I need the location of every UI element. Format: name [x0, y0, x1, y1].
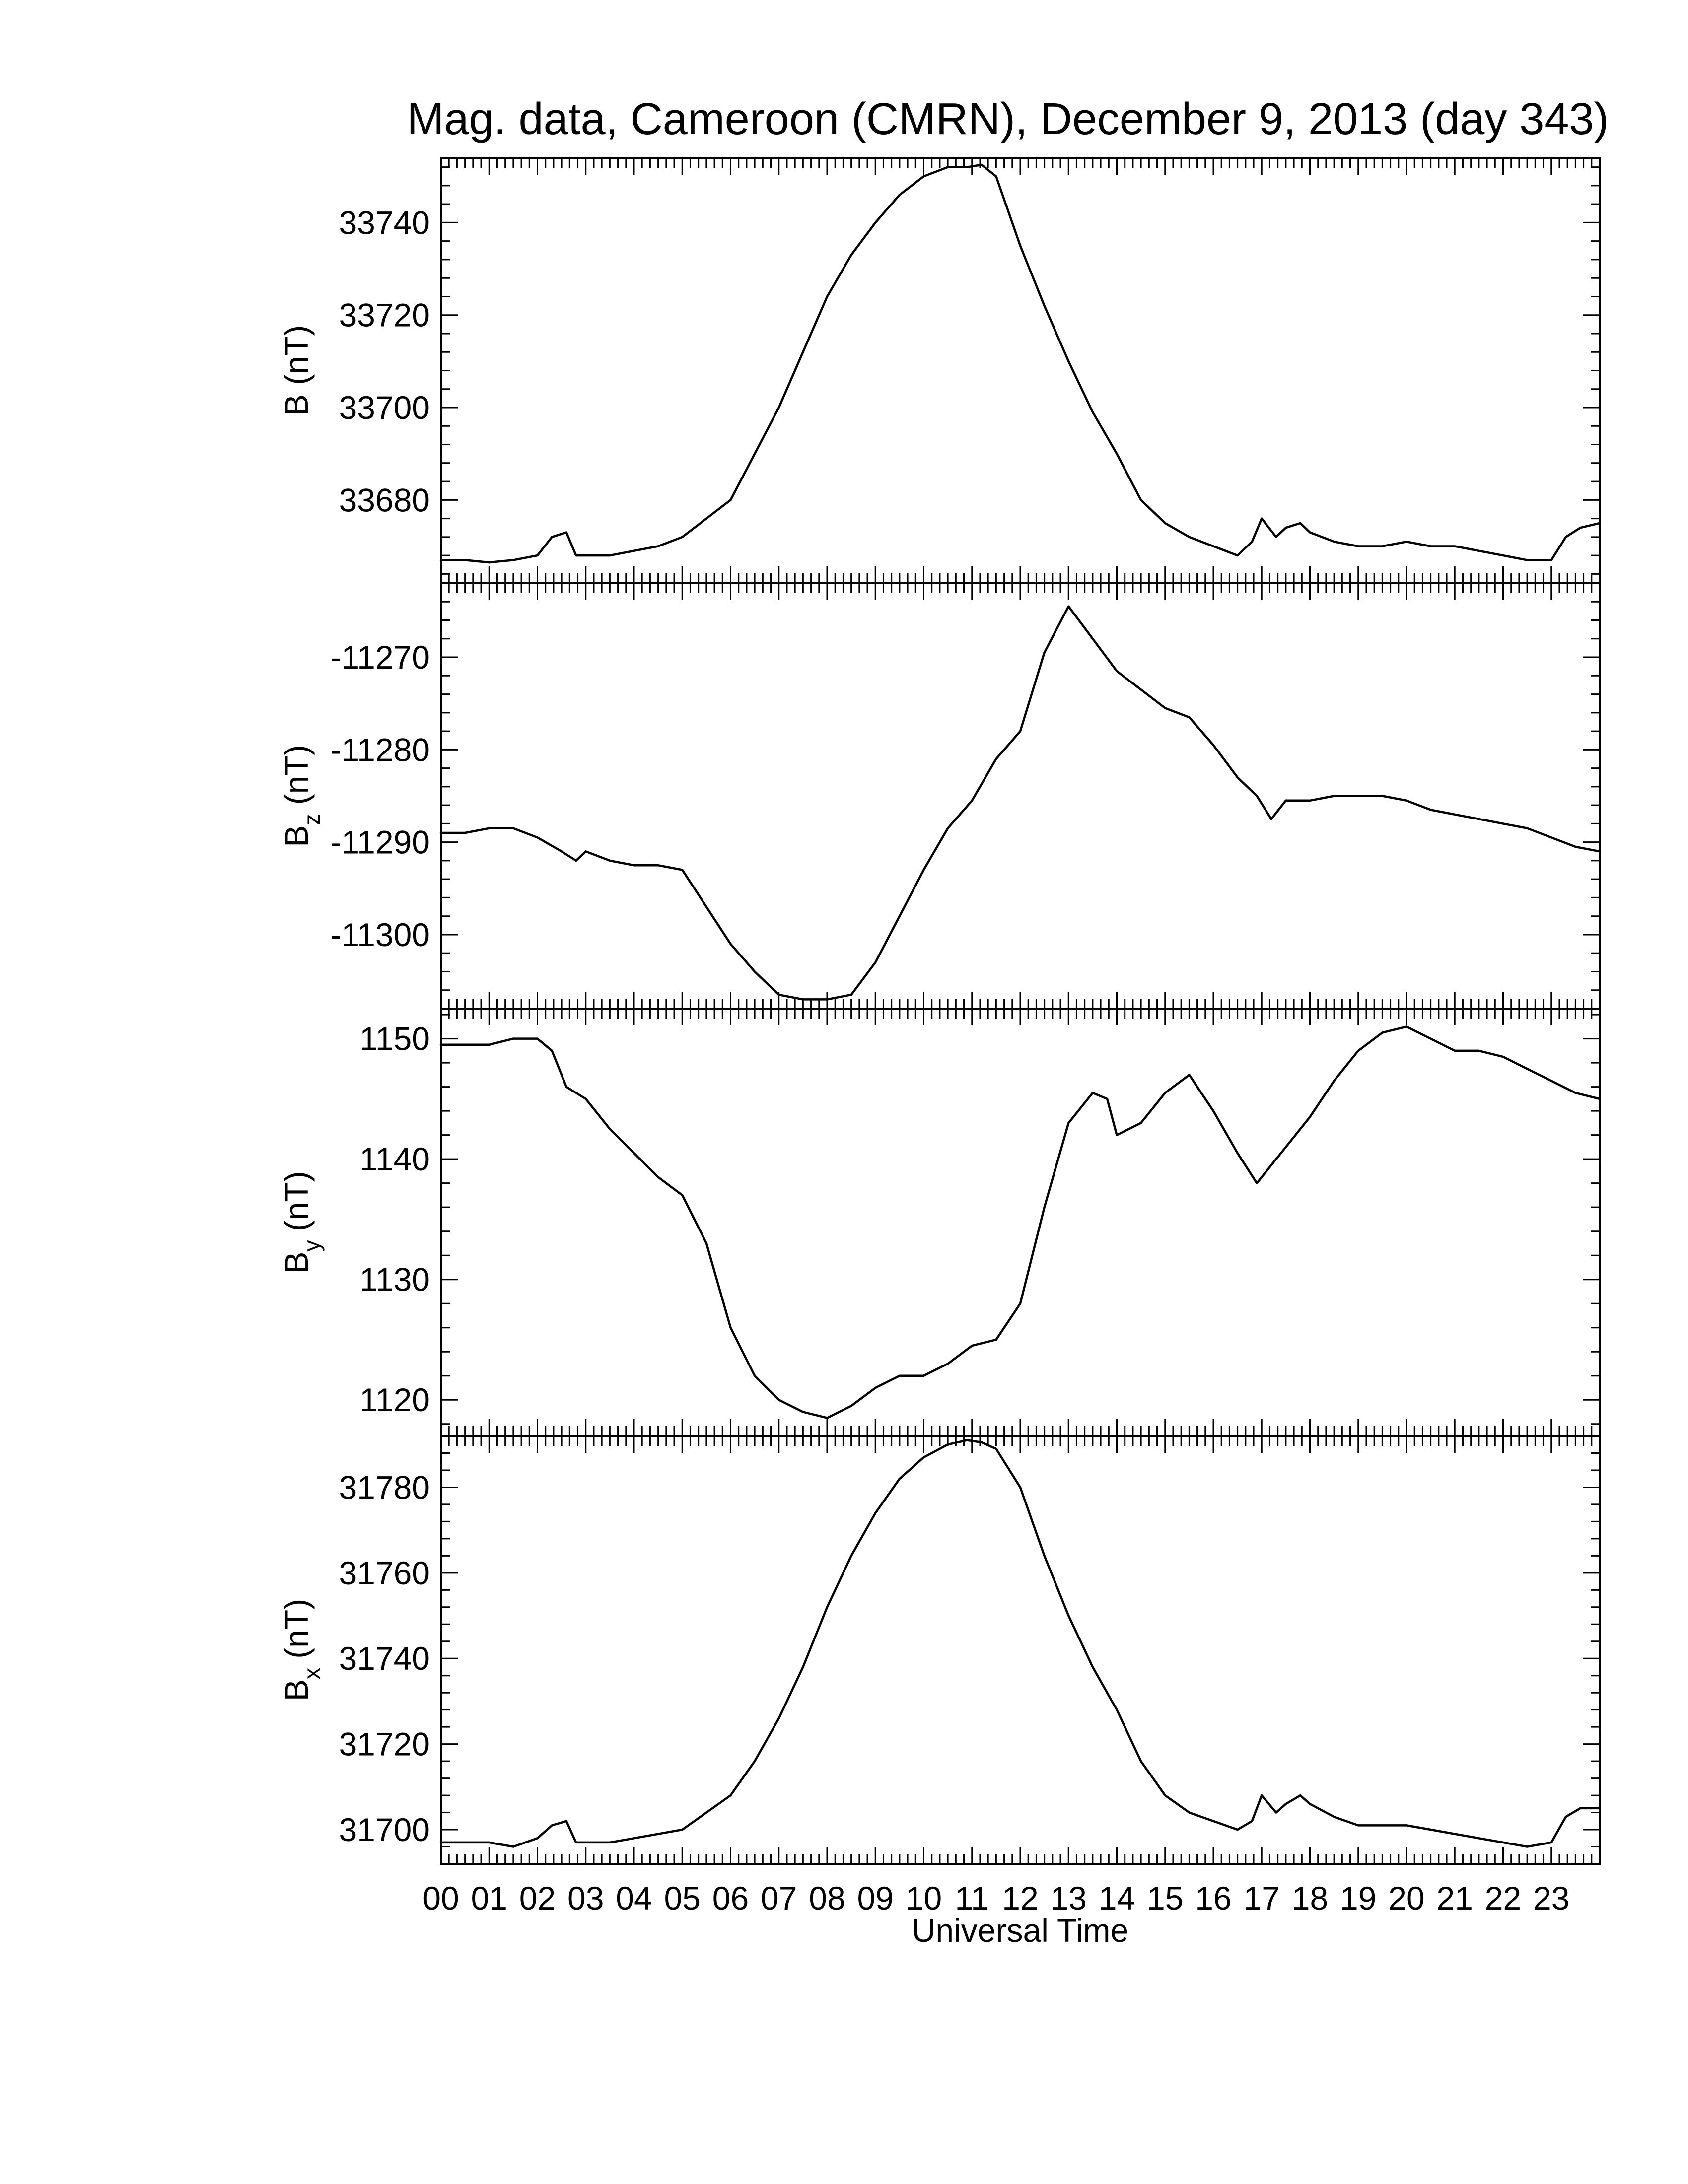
series-line-b: [439, 163, 1601, 564]
x-tick-label: 02: [519, 1880, 556, 1916]
x-tick-label: 03: [567, 1880, 604, 1916]
y-tick-label: 31760: [339, 1555, 430, 1591]
x-tick-label: 23: [1533, 1880, 1569, 1916]
y-tick-label: 31700: [339, 1811, 430, 1848]
x-tick-label: 00: [422, 1880, 459, 1916]
series-line-bx: [439, 1439, 1601, 1848]
series-line-by: [439, 1025, 1601, 1419]
x-tick-label: 16: [1195, 1880, 1231, 1916]
x-tick-label: 20: [1388, 1880, 1424, 1916]
panel-by: 1120 1130 1140 1150 By (nT): [278, 1008, 1601, 1437]
x-tick-label: 12: [1002, 1880, 1038, 1916]
y-axis-title: B (nT): [278, 325, 315, 416]
x-tick-label: 17: [1244, 1880, 1280, 1916]
panel-bz: -11300 -11290 -11280 -11270 Bz (nT): [278, 582, 1601, 1010]
x-tick-label: 09: [857, 1880, 894, 1916]
y-tick-label: -11290: [330, 824, 430, 861]
x-tick-labels: 00 01 02 03 04 05 06 07 08 09 10 11 12 13 14 15 16 17 18 19…: [422, 1880, 1569, 1916]
x-tick-label: 05: [664, 1880, 701, 1916]
chart-title: Mag. data, Cameroon (CMRN), December 9, …: [407, 94, 1609, 144]
y-tick-label: 1140: [359, 1141, 430, 1177]
x-tick-label: 14: [1099, 1880, 1135, 1916]
series-line-bz: [439, 605, 1601, 1001]
x-tick-label: 06: [712, 1880, 749, 1916]
x-tick-label: 18: [1292, 1880, 1328, 1916]
x-tick-label: 13: [1051, 1880, 1087, 1916]
x-tick-label: 22: [1485, 1880, 1521, 1916]
panel-b: 33680 33700 33720 33740 B (nT): [278, 157, 1601, 584]
y-tick-label: -11300: [330, 916, 430, 953]
y-tick-label: 1120: [359, 1381, 430, 1418]
x-tick-label: 10: [906, 1880, 942, 1916]
y-tick-label: 33720: [339, 297, 430, 334]
y-tick-label: 33680: [339, 481, 430, 518]
y-tick-label: 31740: [339, 1640, 430, 1677]
y-tick-label: 1150: [359, 1021, 430, 1057]
x-tick-label: 07: [761, 1880, 797, 1916]
y-axis-title: Bx (nT): [278, 1599, 325, 1701]
y-tick-label: -11280: [330, 731, 430, 768]
y-tick-label: 33740: [339, 204, 430, 241]
x-tick-label: 11: [955, 1880, 989, 1916]
y-axis-title: Bz (nT): [278, 745, 325, 847]
y-tick-label: 31780: [339, 1469, 430, 1505]
y-tick-label: -11270: [330, 639, 430, 676]
y-tick-label: 31720: [339, 1726, 430, 1763]
x-tick-label: 21: [1437, 1880, 1473, 1916]
panel-frame: [440, 157, 1601, 584]
x-tick-label: 04: [616, 1880, 652, 1916]
panel-bx: 31700 31720 31740 31760 31780 Bx (nT): [278, 1435, 1601, 1865]
x-tick-label: 19: [1340, 1880, 1376, 1916]
x-tick-label: 08: [809, 1880, 845, 1916]
panel-frame: [440, 1435, 1601, 1865]
x-tick-label: 15: [1147, 1880, 1183, 1916]
x-axis-title: Universal Time: [912, 1912, 1128, 1949]
y-tick-label: 33700: [339, 389, 430, 426]
x-tick-label: 01: [471, 1880, 507, 1916]
panel-frame: [440, 1008, 1601, 1437]
y-axis-title: By (nT): [278, 1171, 325, 1273]
y-tick-label: 1130: [359, 1261, 430, 1298]
panel-frame: [440, 582, 1601, 1010]
